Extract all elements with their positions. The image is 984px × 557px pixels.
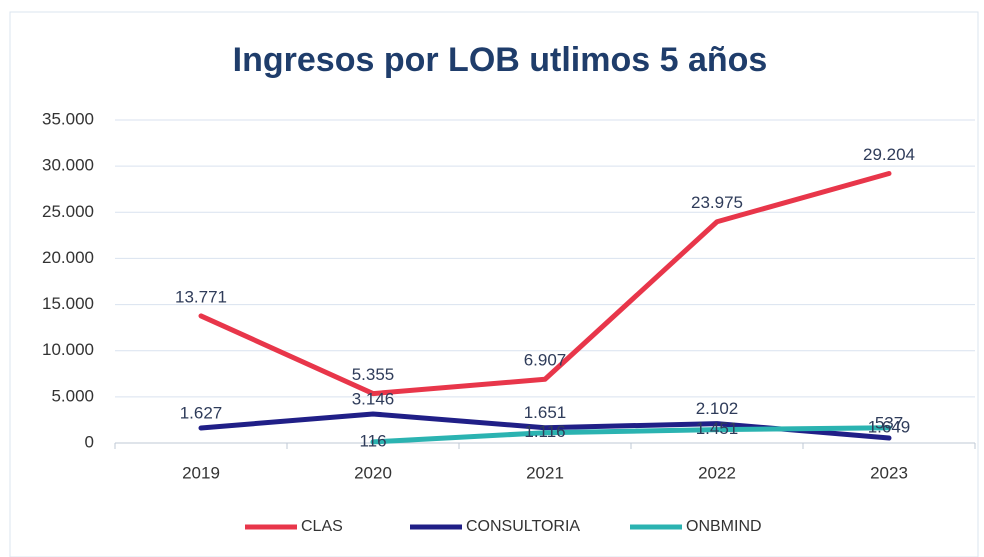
data-label: 23.975: [691, 193, 743, 212]
data-label: 537: [875, 414, 903, 433]
legend-label: ONBMIND: [686, 518, 762, 535]
data-label: 1.649: [868, 417, 911, 436]
y-tick-label: 5.000: [51, 386, 94, 405]
y-tick-label: 0: [85, 432, 94, 451]
x-tick-label: 2020: [354, 463, 392, 482]
data-label: 13.771: [175, 287, 227, 306]
series-line: [198, 170, 892, 397]
x-tick-label: 2023: [870, 463, 908, 482]
legend-label: CLAS: [301, 518, 343, 535]
x-tick-label: 2021: [526, 463, 564, 482]
data-label: 1.116: [524, 422, 565, 441]
x-tick-label: 2019: [182, 463, 220, 482]
y-tick-label: 30.000: [42, 156, 94, 175]
series-line: [370, 425, 892, 445]
data-label: 1.651: [524, 403, 567, 422]
data-label: 29.204: [863, 145, 915, 164]
legend-label: CONSULTORIA: [466, 518, 580, 535]
chart-border: [9, 11, 979, 557]
chart-title: Ingresos por LOB utlimos 5 años: [233, 41, 768, 79]
y-tick-label: 15.000: [42, 294, 94, 313]
data-label: 1.451: [696, 419, 739, 438]
y-tick-label: 20.000: [42, 248, 94, 267]
y-tick-label: 35.000: [42, 109, 94, 128]
data-label: 116: [359, 431, 386, 450]
data-label: 3.146: [352, 389, 395, 408]
x-tick-label: 2022: [698, 463, 736, 482]
data-label: 1.627: [180, 403, 223, 422]
y-tick-label: 25.000: [42, 202, 94, 221]
data-label: 6.907: [524, 351, 567, 370]
data-label: 5.355: [352, 365, 395, 384]
y-tick-label: 10.000: [42, 340, 94, 359]
data-label: 2.102: [696, 399, 739, 418]
